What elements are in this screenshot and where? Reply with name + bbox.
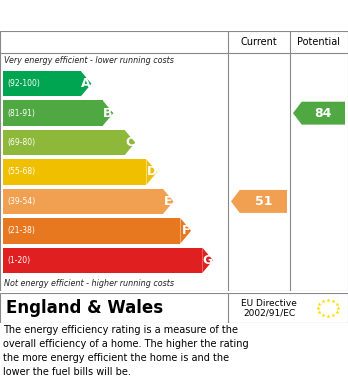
Bar <box>3 130 125 155</box>
Text: Potential: Potential <box>298 37 340 47</box>
Bar <box>3 218 180 244</box>
Polygon shape <box>180 218 191 244</box>
Polygon shape <box>163 189 174 214</box>
Text: G: G <box>203 254 213 267</box>
Text: EU Directive: EU Directive <box>241 299 297 308</box>
Bar <box>3 159 147 185</box>
Text: England & Wales: England & Wales <box>6 299 163 317</box>
Polygon shape <box>103 100 113 126</box>
Bar <box>3 100 103 126</box>
Text: (92-100): (92-100) <box>7 79 40 88</box>
Polygon shape <box>125 130 135 155</box>
Text: (39-54): (39-54) <box>7 197 35 206</box>
Text: Not energy efficient - higher running costs: Not energy efficient - higher running co… <box>4 278 174 287</box>
Text: (21-38): (21-38) <box>7 226 35 235</box>
Polygon shape <box>147 159 157 185</box>
Text: Current: Current <box>240 37 277 47</box>
Text: 2002/91/EC: 2002/91/EC <box>243 309 295 318</box>
Text: 51: 51 <box>255 195 272 208</box>
Polygon shape <box>231 190 287 213</box>
Text: (81-91): (81-91) <box>7 109 35 118</box>
Text: F: F <box>181 224 190 237</box>
Bar <box>3 189 163 214</box>
Text: B: B <box>103 107 113 120</box>
Text: (55-68): (55-68) <box>7 167 35 176</box>
Bar <box>3 248 202 273</box>
Text: E: E <box>164 195 173 208</box>
Polygon shape <box>202 248 213 273</box>
Bar <box>3 71 81 97</box>
Text: 84: 84 <box>315 107 332 120</box>
Text: Very energy efficient - lower running costs: Very energy efficient - lower running co… <box>4 57 174 66</box>
Text: C: C <box>125 136 134 149</box>
Text: A: A <box>81 77 91 90</box>
Polygon shape <box>81 71 92 97</box>
Polygon shape <box>293 102 345 125</box>
Text: (69-80): (69-80) <box>7 138 35 147</box>
Text: D: D <box>147 165 157 179</box>
Text: The energy efficiency rating is a measure of the
overall efficiency of a home. T: The energy efficiency rating is a measur… <box>3 325 249 377</box>
Text: Energy Efficiency Rating: Energy Efficiency Rating <box>10 7 232 22</box>
Text: (1-20): (1-20) <box>7 256 30 265</box>
